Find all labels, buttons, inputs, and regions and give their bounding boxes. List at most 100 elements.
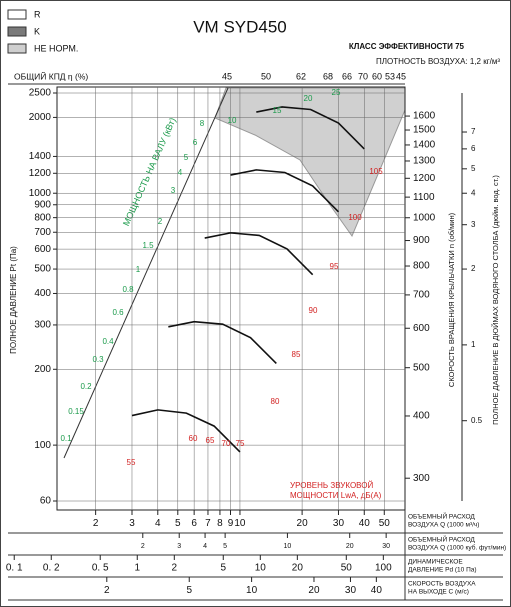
power-value: 1 — [136, 265, 141, 274]
y-tick-label: 600 — [34, 244, 51, 255]
speed-tick-label: 1000 — [413, 212, 436, 223]
power-value: 2 — [158, 217, 163, 226]
scale-label: ОБЪЕМНЫЙ РАСХОД — [408, 512, 475, 521]
scale-tick-label: 20 — [297, 518, 309, 529]
scale-tick-label: 10 — [234, 518, 246, 529]
power-value: 1.5 — [142, 241, 154, 250]
scale-tick-label: 50 — [379, 518, 391, 529]
sound-label: УРОВЕНЬ ЗВУКОВОЙ — [290, 481, 373, 490]
scale-tick-label: 2 — [172, 563, 178, 574]
scale-tick-label: 9 — [228, 518, 234, 529]
efficiency-value: 68 — [323, 71, 333, 81]
speed-axis-label: СКОРОСТЬ ВРАЩЕНИЯ КРЫЛЬЧАТКИ n (об/мин) — [447, 212, 456, 387]
efficiency-value: 53 — [385, 71, 395, 81]
inch-tick-label: 2 — [471, 264, 476, 273]
efficiency-value: 45 — [222, 71, 232, 81]
inch-tick-label: 5 — [471, 164, 476, 173]
speed-tick-label: 1200 — [413, 173, 436, 184]
scale-tick-label: 30 — [345, 585, 357, 596]
scale-tick-label: 2 — [93, 518, 99, 529]
power-value: 15 — [273, 106, 282, 115]
power-value: 0.3 — [92, 355, 104, 364]
power-value: 8 — [200, 119, 205, 128]
inch-tick-label: 1 — [471, 340, 476, 349]
scale-tick-label: 10 — [255, 563, 267, 574]
speed-tick-label: 700 — [413, 290, 430, 301]
efficiency-value: 66 — [342, 71, 352, 81]
scale-tick-label: 20 — [308, 585, 320, 596]
scale-tick-label: 8 — [217, 518, 223, 529]
sound-value: 75 — [236, 439, 245, 448]
inch-tick-label: 4 — [471, 188, 476, 197]
scale-tick-label: 40 — [371, 585, 383, 596]
scale-tick-label: 5 — [220, 563, 226, 574]
legend-swatch — [7, 9, 27, 20]
power-label: МОЩНОСТЬ НА ВАЛУ (кВт) — [121, 116, 178, 227]
sound-value: 80 — [271, 397, 280, 406]
scale-tick-label: 4 — [203, 543, 207, 550]
y-tick-label: 900 — [34, 199, 51, 210]
sound-label: МОЩНОСТИ LwA, дБ(А) — [290, 491, 382, 500]
power-value: 0.1 — [60, 434, 72, 443]
sound-value: 100 — [348, 213, 362, 222]
scale-tick-label: 5 — [223, 543, 227, 550]
sound-value: 90 — [309, 306, 318, 315]
speed-tick-label: 600 — [413, 323, 430, 334]
fan-curve — [168, 320, 277, 365]
y-tick-label: 800 — [34, 212, 51, 223]
scale-tick-label: 2 — [141, 543, 145, 550]
scale-label: СКОРОСТЬ ВОЗДУХА — [408, 581, 476, 588]
power-value: 4 — [178, 168, 183, 177]
sound-value: 95 — [330, 262, 339, 271]
legend-swatch — [7, 43, 27, 54]
legend-label: НЕ НОРМ. — [34, 43, 78, 53]
y-tick-label: 700 — [34, 227, 51, 238]
power-value: 0.2 — [80, 382, 92, 391]
y-tick-label: 1400 — [29, 151, 52, 162]
scale-tick-label: 6 — [191, 518, 197, 529]
efficiency-value: 45 — [396, 71, 406, 81]
scale-tick-label: 3 — [177, 543, 181, 550]
power-value: 5 — [184, 153, 189, 162]
inch-tick-label: 6 — [471, 144, 476, 153]
efficiency-value: 60 — [372, 71, 382, 81]
speed-tick-label: 800 — [413, 261, 430, 272]
inch-tick-label: 3 — [471, 220, 476, 229]
efficiency-value: 50 — [261, 71, 271, 81]
inch-axis-label: ПОЛНОЕ ДАВЛЕНИЕ В ДЮЙМАХ ВОДЯНОГО СТОЛБА… — [491, 175, 500, 425]
scale-tick-label: 10 — [246, 585, 258, 596]
scale-tick-label: 0. 5 — [92, 563, 109, 574]
scale-tick-label: 5 — [175, 518, 181, 529]
speed-tick-label: 1600 — [413, 111, 436, 122]
y-tick-label: 100 — [34, 440, 51, 451]
y-tick-label: 400 — [34, 288, 51, 299]
speed-tick-label: 400 — [413, 411, 430, 422]
scale-label: ДАВЛЕНИЕ Pd (10 Па) — [408, 567, 477, 574]
power-value: 20 — [304, 94, 313, 103]
scale-tick-label: 1 — [134, 563, 140, 574]
y-tick-label: 300 — [34, 320, 51, 331]
chart-title: VM SYD450 — [193, 17, 287, 36]
speed-tick-label: 900 — [413, 235, 430, 246]
scale-label: ВОЗДУХА Q (1000 куб. фут/мин) — [408, 544, 506, 552]
scale-tick-label: 2 — [104, 585, 110, 596]
scale-tick-label: 10 — [284, 543, 292, 550]
inch-tick-label: 7 — [471, 127, 476, 136]
sound-value: 85 — [292, 350, 301, 359]
fan-curve — [204, 232, 314, 276]
y-tick-label: 2000 — [29, 112, 52, 123]
scale-tick-label: 30 — [333, 518, 345, 529]
efficiency-value: 62 — [296, 71, 306, 81]
power-value: 0.8 — [122, 285, 134, 294]
power-value: 0.15 — [68, 407, 84, 416]
power-value: 3 — [171, 186, 176, 195]
y-tick-label: 60 — [40, 496, 52, 507]
scale-tick-label: 100 — [375, 563, 392, 574]
scale-label: ВОЗДУХА Q (1000 м³/ч) — [408, 522, 479, 529]
efficiency-value: 70 — [358, 71, 368, 81]
sound-value: 60 — [189, 434, 198, 443]
speed-tick-label: 300 — [413, 473, 430, 484]
y-tick-label: 500 — [34, 264, 51, 275]
legend-swatch — [7, 26, 27, 37]
